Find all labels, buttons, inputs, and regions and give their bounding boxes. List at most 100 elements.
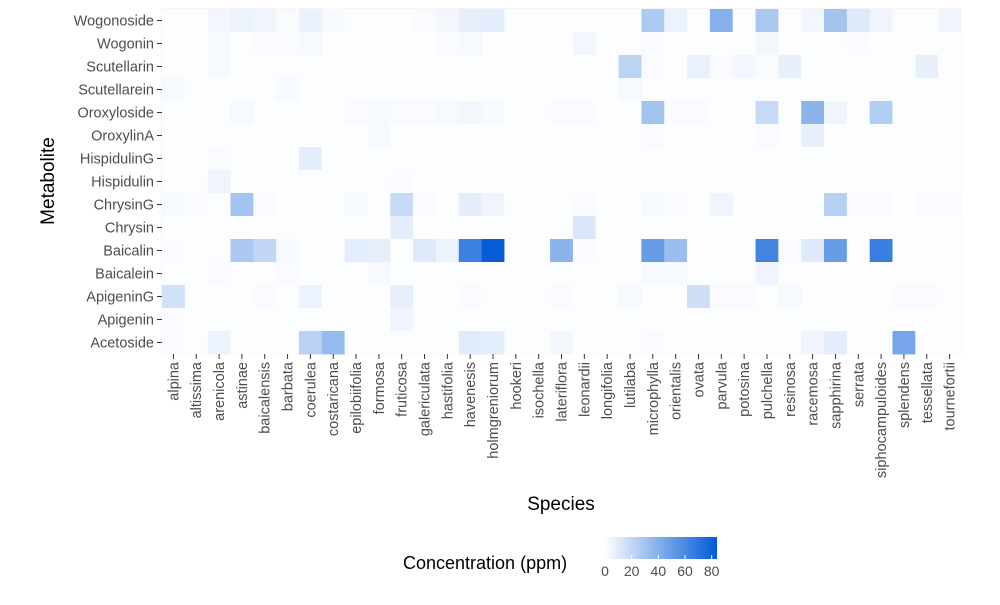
heatmap-cell-wogonin-pulchella <box>755 32 779 56</box>
heatmap-cell-oroxyloside-alpina <box>162 101 186 125</box>
y-tick-label: HispidulinG <box>80 152 154 168</box>
heatmap-cell-acetoside-barbata <box>276 331 300 355</box>
heatmap-cell-chrysing-orientalis <box>664 193 688 217</box>
heatmap-cell-scutellarein-costaricana <box>321 78 346 102</box>
heatmap-cell-baicalein-isochella <box>527 262 551 286</box>
heatmap-cell-oroxyloside-hookeri <box>504 101 528 125</box>
x-tick-label: splendens <box>897 362 913 428</box>
heatmap-cell-chrysing-havenesis <box>458 193 482 217</box>
heatmap-cell-apigening-longifolia <box>595 285 619 309</box>
heatmap-cell-chrysing-hastifolia <box>435 193 460 217</box>
heatmap-cell-baicalin-galericulata <box>413 239 437 263</box>
heatmap-cell-wogonin-splendens <box>892 32 916 56</box>
heatmap-cell-oroxylina-astinae <box>230 124 254 148</box>
heatmap-cell-apigenin-hastifolia <box>435 308 460 332</box>
heatmap-cell-hispidulin-racemosa <box>801 170 825 194</box>
x-tick-label: galericulata <box>418 361 434 436</box>
heatmap-cell-baicalin-pulchella <box>755 239 779 263</box>
heatmap-cell-oroxyloside-havenesis <box>458 101 482 125</box>
heatmap-cell-scutellarein-ovata <box>687 78 711 102</box>
heatmap-cell-baicalin-leonardii <box>572 239 597 263</box>
heatmap-cell-scutellarein-leonardii <box>572 78 597 102</box>
x-axis: alpina altissima arenicola astinae baicalens… <box>166 354 959 478</box>
heatmap-cell-baicalein-ovata <box>687 262 711 286</box>
heatmap-cell-scutellarin-astinae <box>230 55 254 79</box>
heatmap-cell-wogonoside-galericulata <box>413 9 437 33</box>
heatmap-cell-wogonin-holmgreniorum <box>481 32 505 56</box>
heatmap-cell-oroxyloside-leonardii <box>572 101 597 125</box>
heatmap-cell-apigening-hookeri <box>504 285 528 309</box>
heatmap-cell-hispidulin-hastifolia <box>435 170 460 194</box>
heatmap-cell-apigenin-potosina <box>732 308 756 332</box>
heatmap-cell-oroxyloside-potosina <box>732 101 756 125</box>
heatmap-cell-oroxyloside-longifolia <box>595 101 619 125</box>
x-tick-label: arenicola <box>212 361 228 421</box>
heatmap-cell-scutellarin-fruticosa <box>390 55 414 79</box>
heatmap-cell-chrysin-ovata <box>687 216 711 240</box>
heatmap-cell-oroxylina-epilobiifolia <box>344 124 368 148</box>
heatmap-cell-oroxylina-pulchella <box>755 124 779 148</box>
heatmap-cell-wogonoside-barbata <box>276 9 300 33</box>
heatmap-cell-baicalein-racemosa <box>801 262 825 286</box>
heatmap-cell-scutellarein-havenesis <box>458 78 482 102</box>
heatmap-cell-hispidulin-astinae <box>230 170 254 194</box>
heatmap-cell-chrysin-tournefortii <box>938 216 962 240</box>
heatmap-cell-baicalin-serrata <box>846 239 871 263</box>
heatmap-cell-chrysin-coerulea <box>298 216 323 240</box>
x-tick-label: astinae <box>235 362 251 409</box>
heatmap-cell-apigenin-siphocampuloides <box>869 308 893 332</box>
heatmap-cell-oroxylina-microphylla <box>641 124 665 148</box>
heatmap-cell-wogonoside-sapphirina <box>824 9 848 33</box>
heatmap-cell-baicalein-parvula <box>709 262 734 286</box>
heatmap-cell-acetoside-siphocampuloides <box>869 331 893 355</box>
heatmap-cell-oroxyloside-microphylla <box>641 101 665 125</box>
heatmap-cell-chrysing-ovata <box>687 193 711 217</box>
heatmap-cell-wogonin-tournefortii <box>938 32 962 56</box>
heatmap-cell-oroxylina-coerulea <box>298 124 323 148</box>
heatmap-cell-wogonoside-longifolia <box>595 9 619 33</box>
heatmap-cell-hispidulin-resinosa <box>778 170 802 194</box>
heatmap-cell-chrysin-altissima <box>184 216 209 240</box>
legend-title: Concentration (ppm) <box>403 553 567 573</box>
heatmap-cell-oroxyloside-arenicola <box>207 101 231 125</box>
x-tick-label: siphocampuloides <box>874 362 890 478</box>
heatmap-cell-scutellarin-baicalensis <box>253 55 277 79</box>
heatmap-cell-scutellarein-isochella <box>527 78 551 102</box>
heatmap-cell-oroxylina-longifolia <box>595 124 619 148</box>
x-tick-label: hastifolia <box>440 361 456 419</box>
heatmap-cell-acetoside-potosina <box>732 331 756 355</box>
heatmap-cell-wogonin-potosina <box>732 32 756 56</box>
heatmap-cell-apigenin-epilobiifolia <box>344 308 368 332</box>
heatmap-cell-chrysin-costaricana <box>321 216 346 240</box>
heatmap-cell-apigening-isochella <box>527 285 551 309</box>
x-tick-label: alpina <box>166 361 182 401</box>
heatmap-cell-oroxyloside-fruticosa <box>390 101 414 125</box>
heatmap-cell-baicalin-havenesis <box>458 239 482 263</box>
heatmap-cell-wogonin-parvula <box>709 32 734 56</box>
heatmap-cell-hispidulin-parvula <box>709 170 734 194</box>
heatmap-cell-chrysin-serrata <box>846 216 871 240</box>
heatmap-cell-wogonin-arenicola <box>207 32 231 56</box>
heatmap-cell-baicalin-hastifolia <box>435 239 460 263</box>
heatmap-cell-scutellarin-ovata <box>687 55 711 79</box>
heatmap-cell-wogonin-ovata <box>687 32 711 56</box>
heatmap-cell-chrysin-lateriflora <box>550 216 574 240</box>
heatmap-cell-hispiduling-galericulata <box>413 147 437 171</box>
heatmap-cell-oroxylina-formosa <box>367 124 391 148</box>
heatmap-cell-acetoside-hookeri <box>504 331 528 355</box>
heatmap-cell-apigening-costaricana <box>321 285 346 309</box>
heatmap-cell-apigenin-barbata <box>276 308 300 332</box>
heatmap-cell-scutellarin-longifolia <box>595 55 619 79</box>
heatmap-cell-wogonin-hastifolia <box>435 32 460 56</box>
heatmap-cell-wogonin-lutilaba <box>618 32 642 56</box>
heatmap-cell-scutellarein-hookeri <box>504 78 528 102</box>
heatmap-cell-oroxylina-tournefortii <box>938 124 962 148</box>
x-tick-label: potosina <box>737 361 753 417</box>
y-tick-label: Chrysin <box>105 221 154 237</box>
y-tick-label: ChrysinG <box>94 198 154 214</box>
heatmap-cell-scutellarin-resinosa <box>778 55 802 79</box>
heatmap-cell-baicalin-arenicola <box>207 239 231 263</box>
heatmap-cell-chrysin-siphocampuloides <box>869 216 893 240</box>
heatmap-cell-chrysin-arenicola <box>207 216 231 240</box>
heatmap-cell-acetoside-sapphirina <box>824 331 848 355</box>
